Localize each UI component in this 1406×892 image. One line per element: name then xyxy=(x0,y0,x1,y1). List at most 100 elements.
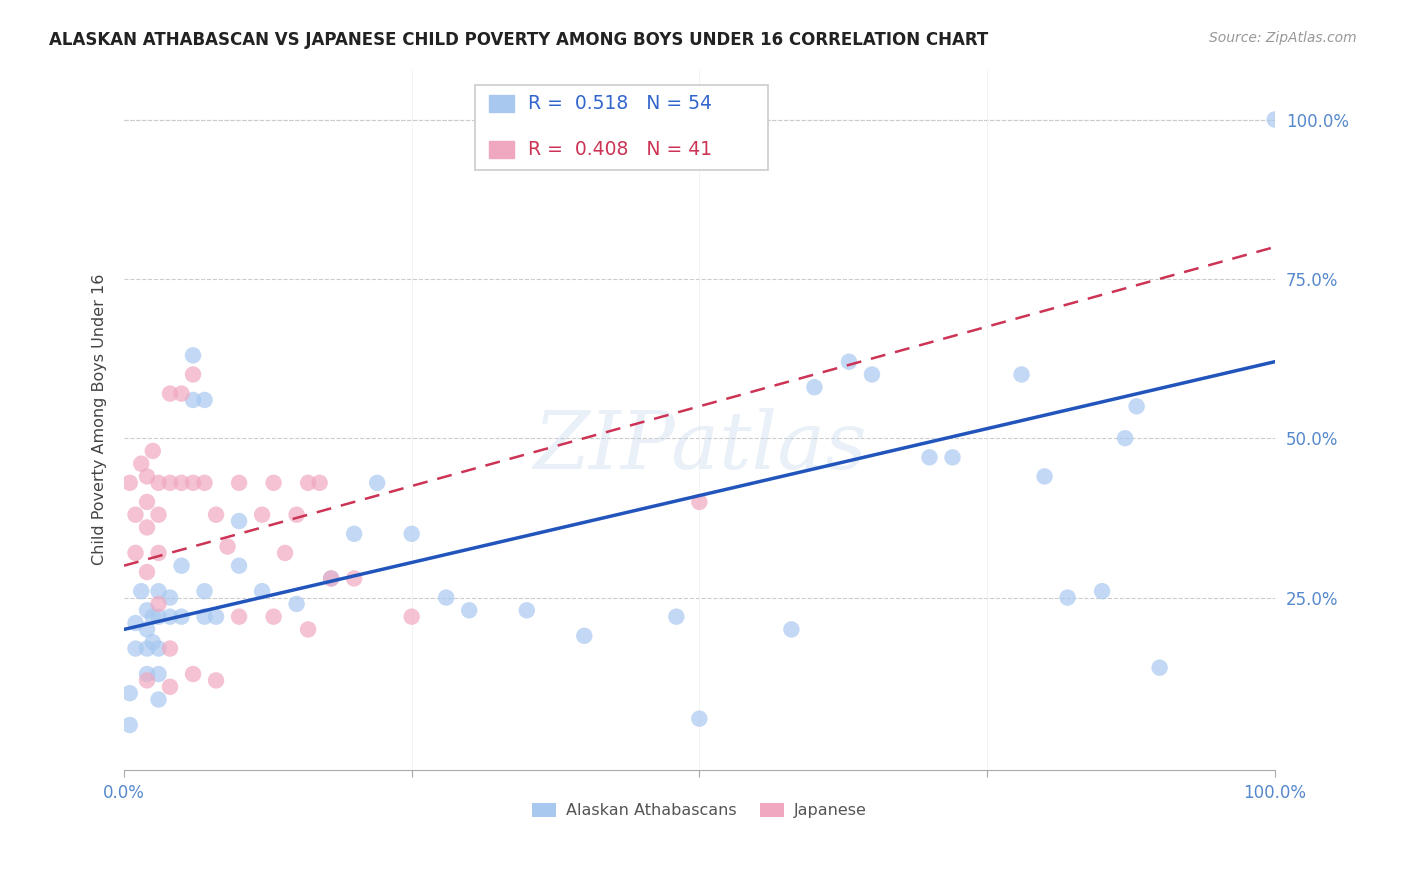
Point xyxy=(124,615,146,630)
Point xyxy=(148,546,170,560)
Point xyxy=(343,571,366,585)
Text: R =  0.518   N = 54: R = 0.518 N = 54 xyxy=(527,94,711,113)
Point xyxy=(136,667,159,681)
Point xyxy=(170,609,193,624)
Point xyxy=(1033,469,1056,483)
Text: R =  0.408   N = 41: R = 0.408 N = 41 xyxy=(527,140,711,160)
Point xyxy=(124,546,146,560)
Point xyxy=(124,508,146,522)
Point xyxy=(129,457,152,471)
Point xyxy=(159,475,181,490)
Point xyxy=(148,475,170,490)
Point xyxy=(366,475,388,490)
Point xyxy=(285,597,308,611)
Point xyxy=(1091,584,1114,599)
Point xyxy=(136,565,159,579)
Point xyxy=(124,641,146,656)
Point xyxy=(118,718,141,732)
Point xyxy=(274,546,297,560)
Point xyxy=(142,444,165,458)
Point xyxy=(860,368,883,382)
Point xyxy=(228,558,250,573)
Point xyxy=(148,692,170,706)
Point xyxy=(170,475,193,490)
Point xyxy=(136,469,159,483)
Point xyxy=(285,508,308,522)
Point xyxy=(780,623,803,637)
Point xyxy=(159,609,181,624)
Point xyxy=(118,686,141,700)
Point xyxy=(181,368,204,382)
Text: ZIPatlas: ZIPatlas xyxy=(533,409,866,486)
Point xyxy=(250,584,273,599)
Point xyxy=(205,508,228,522)
Point xyxy=(159,641,181,656)
Point xyxy=(193,475,215,490)
Point xyxy=(159,386,181,401)
Point xyxy=(263,609,285,624)
Point xyxy=(665,609,688,624)
Point xyxy=(181,475,204,490)
Point xyxy=(297,475,319,490)
Point xyxy=(1149,661,1171,675)
Point xyxy=(193,392,215,407)
Point xyxy=(148,597,170,611)
Point xyxy=(458,603,481,617)
Point xyxy=(118,475,141,490)
Point xyxy=(803,380,825,394)
Point xyxy=(136,520,159,534)
Point xyxy=(142,635,165,649)
Point xyxy=(136,641,159,656)
Point xyxy=(250,508,273,522)
Legend: Alaskan Athabascans, Japanese: Alaskan Athabascans, Japanese xyxy=(526,797,873,825)
Point xyxy=(142,609,165,624)
Point xyxy=(918,450,941,465)
FancyBboxPatch shape xyxy=(475,85,769,170)
Point xyxy=(1114,431,1136,445)
Point xyxy=(516,603,538,617)
Point xyxy=(401,609,423,624)
Point xyxy=(148,508,170,522)
Point xyxy=(159,591,181,605)
Point xyxy=(193,584,215,599)
Point xyxy=(941,450,963,465)
Point xyxy=(1125,400,1147,414)
Point xyxy=(205,609,228,624)
Point xyxy=(205,673,228,688)
Point xyxy=(228,475,250,490)
Y-axis label: Child Poverty Among Boys Under 16: Child Poverty Among Boys Under 16 xyxy=(93,273,107,565)
Point xyxy=(193,609,215,624)
Point xyxy=(434,591,457,605)
Point xyxy=(170,386,193,401)
Point xyxy=(129,584,152,599)
Point xyxy=(1264,112,1286,127)
Point xyxy=(148,667,170,681)
Point xyxy=(321,571,343,585)
Point xyxy=(297,623,319,637)
Text: ALASKAN ATHABASCAN VS JAPANESE CHILD POVERTY AMONG BOYS UNDER 16 CORRELATION CHA: ALASKAN ATHABASCAN VS JAPANESE CHILD POV… xyxy=(49,31,988,49)
Point xyxy=(838,355,860,369)
Point xyxy=(321,571,343,585)
Point xyxy=(181,392,204,407)
Point xyxy=(181,667,204,681)
FancyBboxPatch shape xyxy=(489,95,515,112)
Point xyxy=(136,603,159,617)
Point xyxy=(181,348,204,362)
Point xyxy=(343,526,366,541)
Point xyxy=(1056,591,1078,605)
Point xyxy=(228,514,250,528)
Point xyxy=(688,495,710,509)
Point xyxy=(159,680,181,694)
Point xyxy=(148,641,170,656)
Point xyxy=(136,623,159,637)
Point xyxy=(136,495,159,509)
Point xyxy=(263,475,285,490)
FancyBboxPatch shape xyxy=(489,141,515,158)
Point xyxy=(217,540,239,554)
Text: Source: ZipAtlas.com: Source: ZipAtlas.com xyxy=(1209,31,1357,45)
Point xyxy=(148,609,170,624)
Point xyxy=(170,558,193,573)
Point xyxy=(148,584,170,599)
Point xyxy=(308,475,330,490)
Point xyxy=(136,673,159,688)
